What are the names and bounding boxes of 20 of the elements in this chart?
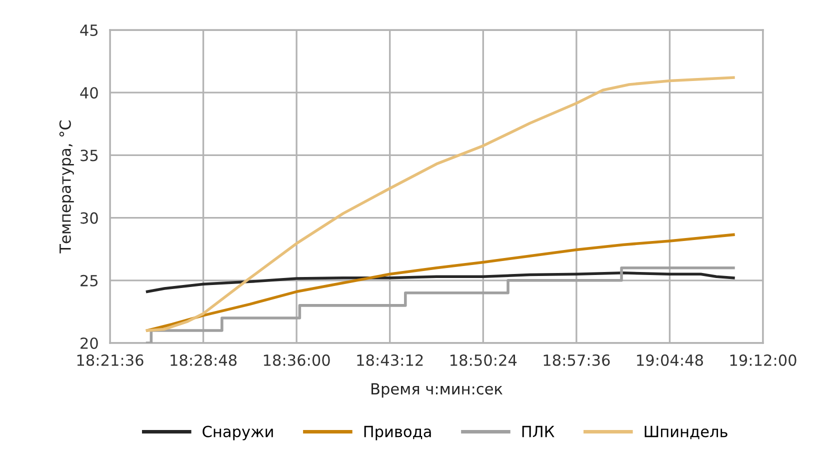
legend-label: Привода [364,426,431,440]
x-axis-title: Время ч:мин:сек [372,383,502,398]
y-tick-label: 45 [80,24,98,36]
y-tick-label: 40 [80,87,98,99]
legend-label: ПЛК [522,426,554,438]
y-tick-label: 30 [80,212,98,224]
legend-label: Шпиндель [644,426,728,440]
x-tick-label: 18:43:12 [357,354,423,366]
x-tick-label: 18:28:48 [170,354,237,366]
y-tick-label: 25 [80,274,98,286]
y-tick-label: 35 [80,150,98,162]
x-tick-label: 19:12:00 [730,354,796,366]
y-tick-label: 20 [80,337,98,350]
y-axis-title: Температура, °C [59,120,74,254]
x-tick-label: 19:04:48 [637,354,703,366]
x-tick-label: 18:57:36 [544,354,610,366]
legend-label: Снаружи [202,426,273,440]
x-tick-label: 18:21:36 [77,354,144,366]
x-tick-label: 18:50:24 [450,354,517,366]
x-tick-label: 18:36:00 [264,354,330,366]
